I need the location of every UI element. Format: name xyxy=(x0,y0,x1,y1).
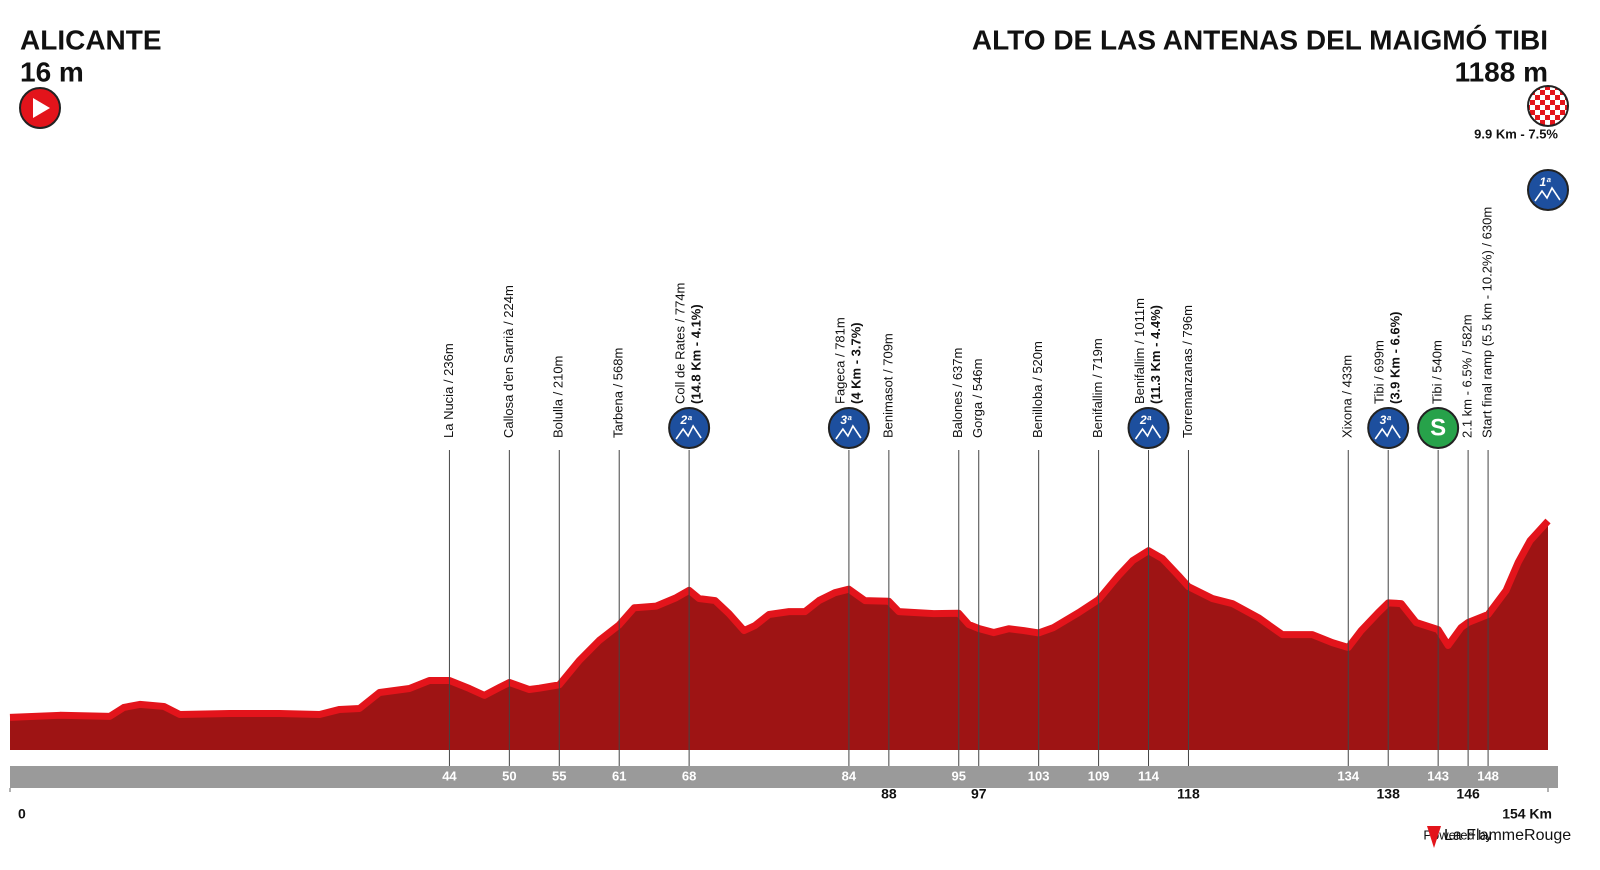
finish-climb-detail: 9.9 Km - 7.5% xyxy=(1474,126,1558,141)
km-label: 68 xyxy=(682,768,696,783)
powered-by: Powered by xyxy=(1423,827,1492,842)
climb-icon: 3ª xyxy=(1367,407,1410,449)
point-label: Benifallim / 1011m xyxy=(1132,298,1147,404)
km-label: 50 xyxy=(502,768,516,783)
point-label: Tibi / 540m xyxy=(1430,340,1445,404)
icon-mountain xyxy=(1534,186,1561,202)
icon-mountain xyxy=(1374,424,1401,440)
x-tick-label: 0 xyxy=(18,806,26,822)
km-label: 109 xyxy=(1088,768,1110,783)
climb-icon: 1ª xyxy=(1527,169,1569,211)
km-bar xyxy=(10,766,1558,788)
icon-mountain xyxy=(675,424,702,440)
km-label: 118 xyxy=(1177,786,1200,802)
start-icon xyxy=(19,87,61,129)
km-label: 97 xyxy=(971,786,987,802)
point-label: Xixona / 433m xyxy=(1340,355,1355,438)
km-label: 143 xyxy=(1427,768,1449,783)
point-label: Callosa d'en Sarrià / 224m xyxy=(501,285,516,438)
point-label: Benifallim / 719m xyxy=(1090,338,1105,438)
point-label: Gorga / 546m xyxy=(970,359,985,439)
icon-label: 2ª xyxy=(680,413,693,427)
point-label: Benilloba / 520m xyxy=(1030,341,1045,438)
icon-circle xyxy=(1417,407,1460,449)
icon-circle xyxy=(1527,169,1569,211)
km-label: 146 xyxy=(1456,786,1480,802)
climb-icon: 2ª xyxy=(1127,407,1170,449)
km-label: 84 xyxy=(842,768,857,783)
point-detail: (11.3 Km - 4.4%) xyxy=(1148,305,1163,404)
icon-label: 1ª xyxy=(1539,175,1551,189)
point-label: Benimasot / 709m xyxy=(880,333,895,438)
point-label: Bolulla / 210m xyxy=(551,356,566,438)
point-label: Torremanzanas / 796m xyxy=(1180,305,1195,438)
icon-label: 3ª xyxy=(840,413,852,427)
brand: La FlammeRouge xyxy=(1444,827,1571,844)
icon-circle xyxy=(668,407,711,449)
km-label: 114 xyxy=(1138,768,1160,783)
icon-label: 2ª xyxy=(1139,413,1152,427)
point-label: Tibi / 699m xyxy=(1372,340,1387,404)
point-detail: (14.8 Km - 4.1%) xyxy=(689,304,704,404)
point-label: Start final ramp (5.5 km - 10.2%) / 630m xyxy=(1480,207,1495,438)
km-label: 55 xyxy=(552,768,566,783)
km-label: 138 xyxy=(1377,786,1401,802)
icon-circle xyxy=(827,407,870,449)
icon-circle xyxy=(1367,407,1410,449)
km-label: 134 xyxy=(1337,768,1359,783)
icon-mountain xyxy=(835,424,862,440)
point-label: 2.1 km - 6.5% / 582m xyxy=(1460,314,1475,438)
climb-icon: 3ª xyxy=(827,407,870,449)
icon-circle xyxy=(1127,407,1170,449)
km-label: 95 xyxy=(952,768,966,783)
start-elevation: 16 m xyxy=(20,56,84,87)
point-label: Tarbena / 568m xyxy=(611,348,626,438)
km-label: 103 xyxy=(1028,768,1050,783)
km-label: 61 xyxy=(612,768,626,783)
km-label: 148 xyxy=(1477,768,1499,783)
brand-logo xyxy=(1427,826,1441,848)
km-label: 44 xyxy=(442,768,457,783)
icon-label: 3ª xyxy=(1380,413,1392,427)
icon-label: S xyxy=(1430,414,1446,441)
finish-icon xyxy=(1527,85,1569,127)
point-label: Fageca / 781m xyxy=(832,317,847,404)
finish-elevation: 1188 m xyxy=(1455,56,1548,87)
km-label: 88 xyxy=(881,786,897,802)
point-detail: (3.9 Km - 6.6%) xyxy=(1388,312,1403,404)
icon-mountain xyxy=(1134,424,1162,440)
finish-name: ALTO DE LAS ANTENAS DEL MAIGMÓ TIBI xyxy=(972,24,1548,55)
start-name: ALICANTE xyxy=(20,24,162,55)
point-label: La Nucia / 236m xyxy=(441,343,456,438)
sprint-icon: S xyxy=(1417,407,1460,449)
point-label: Coll de Rates / 774m xyxy=(673,283,688,404)
point-label: Balones / 637m xyxy=(950,348,965,438)
profile-edge xyxy=(9,518,1551,721)
x-tick-label: 154 Km xyxy=(1502,806,1552,822)
point-detail: (4 Km - 3.7%) xyxy=(848,322,863,404)
climb-icon: 2ª xyxy=(668,407,711,449)
